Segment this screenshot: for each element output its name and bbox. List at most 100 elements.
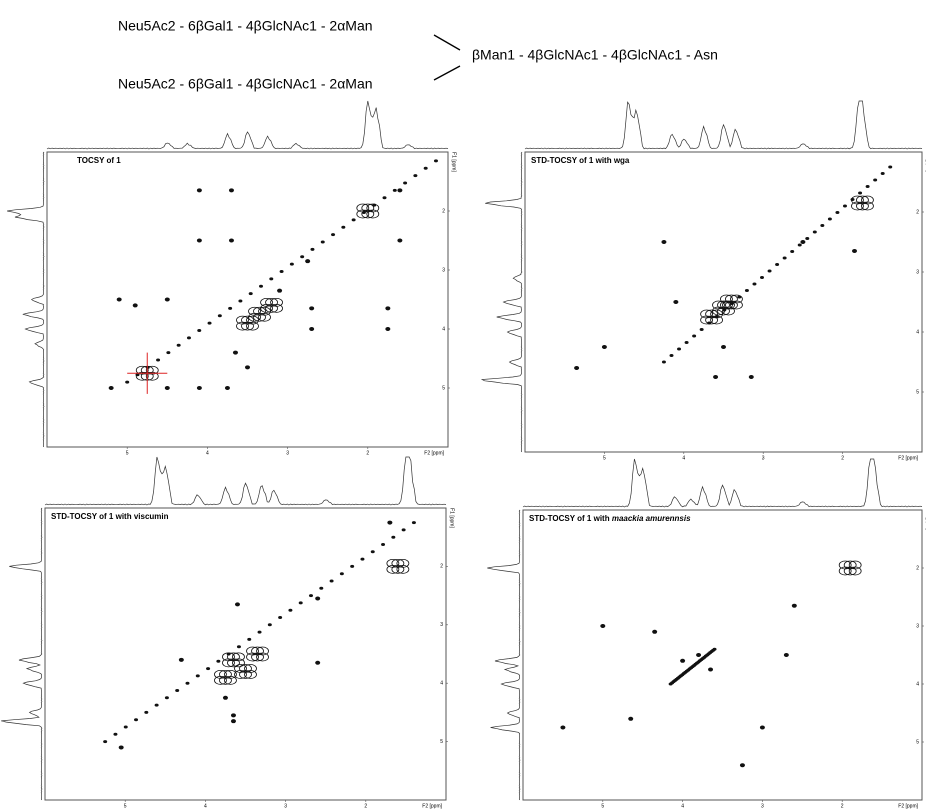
structure-branch-top: Neu5Ac2 - 6βGal1 - 4βGlcNAc1 - 2αMan [118, 18, 373, 34]
diagonal-peak [300, 255, 304, 258]
diagonal-peak [752, 283, 756, 286]
diagonal-peak [278, 616, 282, 619]
diagonal-peak [144, 711, 148, 714]
cross-peak [362, 210, 374, 218]
diagonal-peak [290, 263, 294, 266]
cross-peak [229, 188, 234, 192]
side-spectrum [7, 152, 44, 447]
diagonal-peak [835, 211, 839, 214]
diagonal-peak [700, 328, 704, 331]
x-tick-label: 5 [603, 455, 606, 461]
diagonal-peak [768, 270, 772, 273]
x-tick-label: 3 [284, 803, 287, 809]
y-tick-label: 5 [440, 739, 443, 745]
diagonal-peak [813, 231, 817, 234]
cross-peak [179, 658, 184, 662]
diagonal-peak [124, 726, 128, 729]
structure-core: βMan1 - 4βGlcNAc1 - 4βGlcNAc1 - Asn [472, 47, 718, 63]
cross-peak [223, 696, 228, 700]
diagonal-peak [206, 667, 210, 670]
diagonal-peak [692, 335, 696, 338]
diagonal-peak [310, 248, 314, 251]
diagonal-peak [238, 299, 242, 302]
cross-peak [225, 386, 230, 390]
diagonal-peak [113, 733, 117, 736]
cross-peak [856, 202, 868, 210]
top-spectrum [47, 101, 448, 149]
cross-peak [784, 653, 789, 657]
cross-peak [219, 676, 231, 684]
cross-peak [266, 304, 278, 312]
x-axis-label: F2 [ppm] [424, 450, 444, 456]
diagonal-peak [196, 674, 200, 677]
diagonal-peak [383, 196, 387, 199]
diagonal-peak [888, 166, 892, 169]
diagonal-peak [424, 167, 428, 170]
diagonal-peak [331, 233, 335, 236]
cross-peak [315, 597, 320, 601]
branch-link [434, 35, 460, 50]
cross-peak [231, 713, 236, 717]
y-axis-label: F1 [ppm] [449, 508, 455, 528]
diagonal-peak [309, 594, 313, 597]
diagonal-peak [775, 263, 779, 266]
cross-peak [119, 745, 124, 749]
diagonal-peak [218, 314, 222, 317]
y-tick-label: 5 [916, 389, 919, 395]
diagonal-peak [197, 329, 201, 332]
x-tick-label: 2 [364, 803, 367, 809]
cross-peak [233, 351, 238, 355]
y-tick-label: 3 [916, 269, 919, 275]
side-spectrum [487, 510, 520, 800]
diagonal-peak [412, 521, 416, 524]
diagonal-peak [828, 218, 832, 221]
diagonal-peak [669, 354, 673, 357]
panel-title: STD-TOCSY of 1 with maackia amurennsis [529, 514, 691, 523]
y-axis-label: F1 [ppm] [451, 152, 457, 172]
diagonal-peak [745, 289, 749, 292]
cross-peak [740, 763, 745, 767]
cross-peak [385, 327, 390, 331]
diagonal-peak [805, 237, 809, 240]
diagonal-peak [350, 565, 354, 568]
diagonal-peak [371, 550, 375, 553]
diagonal-peak [713, 648, 717, 651]
diagonal-peak [185, 682, 189, 685]
top-spectrum [523, 459, 922, 507]
diagonal-peak [352, 218, 356, 221]
cross-peak [792, 604, 797, 608]
cross-peak [749, 375, 754, 379]
diagonal-peak [177, 344, 181, 347]
x-tick-label: 3 [286, 450, 289, 456]
y-tick-label: 5 [916, 739, 919, 745]
cross-peak [652, 630, 657, 634]
cross-peak [387, 521, 392, 525]
diagonal-peak [393, 189, 397, 192]
diagonal-peak [685, 341, 689, 344]
diagonal-peak [790, 250, 794, 253]
diagonal-peak [134, 718, 138, 721]
diagonal-peak [662, 361, 666, 364]
diagonal-peak [381, 543, 385, 546]
panel-title: STD-TOCSY of 1 with wga [531, 156, 630, 165]
x-tick-label: 5 [126, 450, 129, 456]
diagonal-peak [866, 185, 870, 188]
diagonal-peak [843, 205, 847, 208]
cross-peak [252, 653, 264, 661]
diagonal-peak [228, 307, 232, 310]
cross-peak [844, 567, 856, 575]
diagonal-peak [166, 351, 170, 354]
diagonal-peak [187, 336, 191, 339]
diagonal-peak [881, 172, 885, 175]
cross-peak [165, 298, 170, 302]
y-tick-label: 4 [916, 681, 919, 687]
x-axis-label: F2 [ppm] [898, 803, 918, 809]
cross-peak [197, 188, 202, 192]
cross-peak [197, 239, 202, 243]
cross-peak [706, 316, 718, 324]
y-tick-label: 2 [442, 208, 445, 214]
x-tick-label: 5 [124, 803, 127, 809]
side-spectrum [1, 508, 42, 800]
x-tick-label: 4 [682, 455, 685, 461]
x-tick-label: 5 [601, 803, 604, 809]
